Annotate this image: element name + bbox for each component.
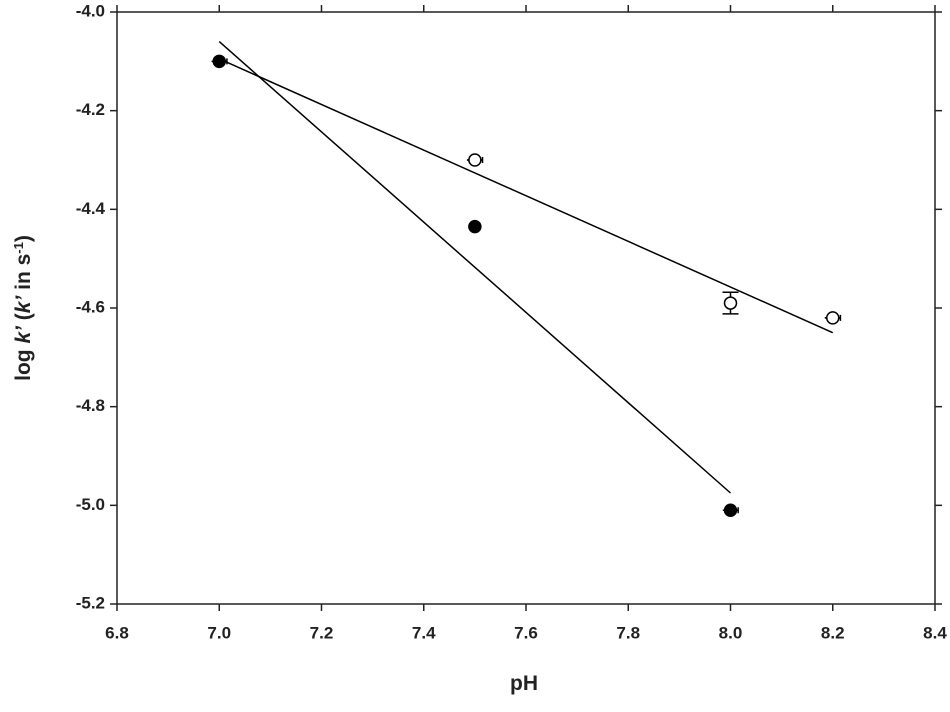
data-point: [723, 503, 738, 518]
plot-frame: [116, 11, 936, 605]
data-point: [468, 153, 482, 167]
y-label-part: (: [12, 313, 35, 326]
y-tick-label: -4.2: [76, 100, 105, 119]
y-tick-label: -4.0: [76, 1, 105, 20]
y-label-part: k’: [12, 325, 35, 344]
x-tick-label: 6.8: [105, 623, 129, 642]
x-tick-label: 7.6: [514, 623, 538, 642]
x-tick-label: 7.4: [412, 623, 436, 642]
y-label-part: log: [12, 344, 35, 381]
x-tick-label: 7.0: [207, 623, 231, 642]
y-label-part: ): [12, 235, 35, 242]
y-axis-label: log k’ (k’ in s-1): [11, 235, 36, 381]
y-tick-label: -4.4: [76, 199, 106, 218]
data-point: [468, 219, 482, 234]
data-point: [212, 54, 226, 69]
data-point: [723, 296, 738, 310]
x-axis-label: pH: [510, 672, 538, 695]
y-label-part: in s: [12, 254, 35, 296]
x-tick-label: 8.0: [719, 623, 743, 642]
y-label-part: k’: [12, 295, 35, 314]
x-tick-label: 7.8: [616, 623, 640, 642]
y-tick-label: -5.2: [76, 593, 105, 612]
y-tick-label: -4.8: [76, 396, 105, 415]
x-tick-label: 7.2: [310, 623, 334, 642]
x-tick-label: 8.2: [821, 623, 845, 642]
y-tick-label: -4.6: [76, 297, 105, 316]
y-label-part: -1: [11, 242, 26, 254]
fit-line: [218, 41, 731, 494]
x-tick-label: 8.4: [923, 623, 947, 642]
fit-line: [218, 58, 834, 334]
data-point: [826, 311, 840, 325]
y-tick-label: -5.0: [76, 495, 105, 514]
